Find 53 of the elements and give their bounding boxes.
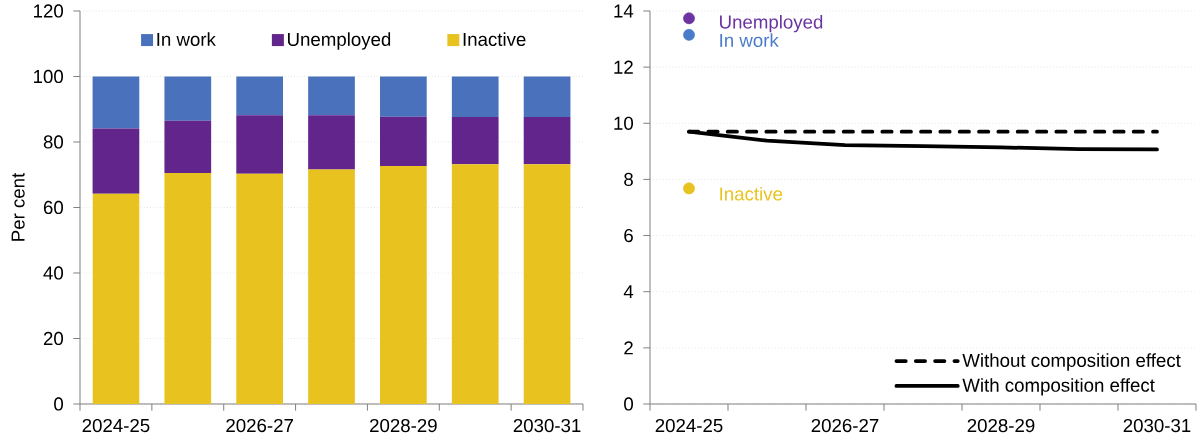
x-tick-label: 2030-31 bbox=[513, 418, 581, 433]
bar bbox=[380, 116, 427, 166]
legend-label: In work bbox=[157, 32, 216, 47]
bar bbox=[523, 76, 571, 118]
y-tick-label: 0 bbox=[54, 397, 64, 411]
bar bbox=[236, 76, 284, 116]
bar bbox=[164, 76, 212, 121]
y-tick-label: 10 bbox=[614, 116, 634, 130]
y-tick-label: 4 bbox=[623, 285, 634, 299]
bar bbox=[164, 120, 212, 174]
y-tick-label: 100 bbox=[34, 69, 64, 84]
bar bbox=[451, 76, 499, 118]
x-tick-label: 2026-27 bbox=[811, 418, 879, 433]
bar bbox=[92, 128, 140, 194]
bar bbox=[308, 169, 355, 404]
bar bbox=[164, 173, 212, 404]
y-tick-label: 80 bbox=[43, 135, 64, 149]
y-tick-label: 120 bbox=[34, 4, 64, 18]
x-tick-label: 2024-25 bbox=[655, 418, 723, 433]
legend-label: With composition effect bbox=[962, 378, 1155, 396]
bar bbox=[236, 115, 284, 174]
y-axis-title: Per cent bbox=[11, 172, 25, 241]
y-tick-label: 14 bbox=[614, 4, 634, 18]
x-tick-label: 2030-31 bbox=[1123, 418, 1191, 433]
bar bbox=[380, 76, 427, 117]
x-tick-label: 2028-29 bbox=[967, 418, 1035, 433]
y-tick-label: 40 bbox=[43, 266, 64, 280]
bar bbox=[308, 76, 355, 116]
series-label: Unemployed bbox=[720, 14, 823, 33]
series-label: In work bbox=[720, 33, 779, 48]
y-tick-label: 20 bbox=[43, 331, 64, 346]
series-label: Inactive bbox=[720, 186, 783, 201]
y-tick-label: 6 bbox=[624, 228, 633, 243]
x-tick-label: 2028-29 bbox=[370, 418, 437, 433]
y-tick-label: 8 bbox=[624, 172, 633, 187]
x-tick-label: 2024-25 bbox=[82, 418, 150, 433]
y-tick-label: 60 bbox=[43, 200, 64, 215]
legend-label: Inactive bbox=[463, 32, 526, 47]
y-tick-label: 2 bbox=[624, 341, 633, 355]
bar bbox=[523, 164, 571, 404]
legend-label: Without composition effect bbox=[962, 353, 1181, 371]
bar bbox=[523, 117, 571, 165]
legend-label: Unemployed bbox=[287, 32, 391, 50]
bar bbox=[92, 193, 140, 404]
x-tick-label: 2026-27 bbox=[226, 418, 293, 433]
bar bbox=[308, 115, 355, 170]
bar bbox=[380, 165, 427, 404]
bar bbox=[92, 76, 140, 129]
bar bbox=[451, 117, 499, 165]
bar bbox=[236, 173, 284, 404]
bar bbox=[451, 164, 499, 404]
y-tick-label: 12 bbox=[614, 60, 633, 74]
y-tick-label: 0 bbox=[624, 397, 634, 411]
